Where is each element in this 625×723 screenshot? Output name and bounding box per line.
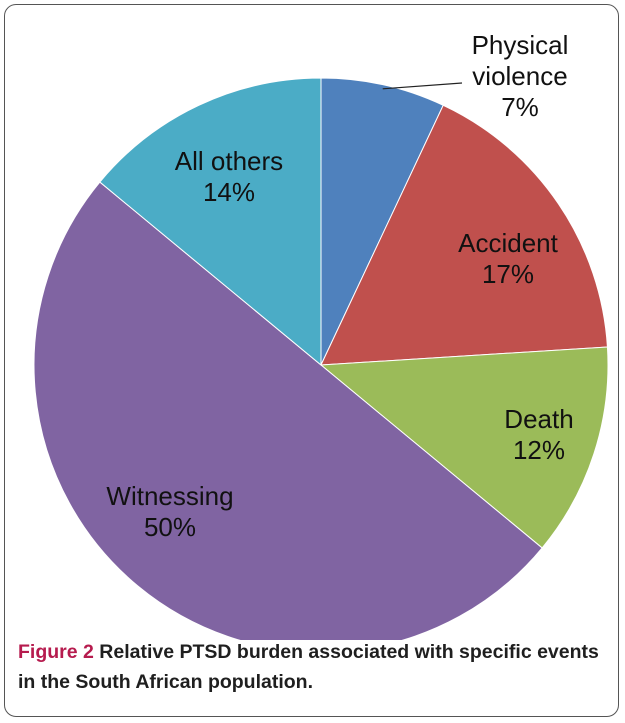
slice-category-label: Witnessing [106,481,233,511]
pie-slice-witnessing [33,181,543,640]
figure-caption-text: Relative PTSD burden associated with spe… [18,641,599,693]
slice-category-label: Accident [458,228,558,258]
slice-category-label: Death [504,404,573,434]
pie-slice-accident [320,104,608,366]
slice-category-label: Physical [472,30,569,60]
figure-label: Figure 2 [18,641,94,663]
slice-value-label: 14% [203,177,255,207]
figure-caption: Figure 2 Relative PTSD burden associated… [18,637,613,697]
pie-slice-all-others [99,77,322,367]
pie-slice-physical-violence [320,77,444,366]
slice-value-label: 17% [482,259,534,289]
slice-category-label: All others [175,146,283,176]
pie-slice-death [319,346,609,549]
slice-value-label: 50% [144,512,196,542]
slice-category-label: violence [472,61,567,91]
slice-value-label: 7% [501,92,539,122]
slice-value-label: 12% [513,435,565,465]
leader-line [382,82,463,90]
